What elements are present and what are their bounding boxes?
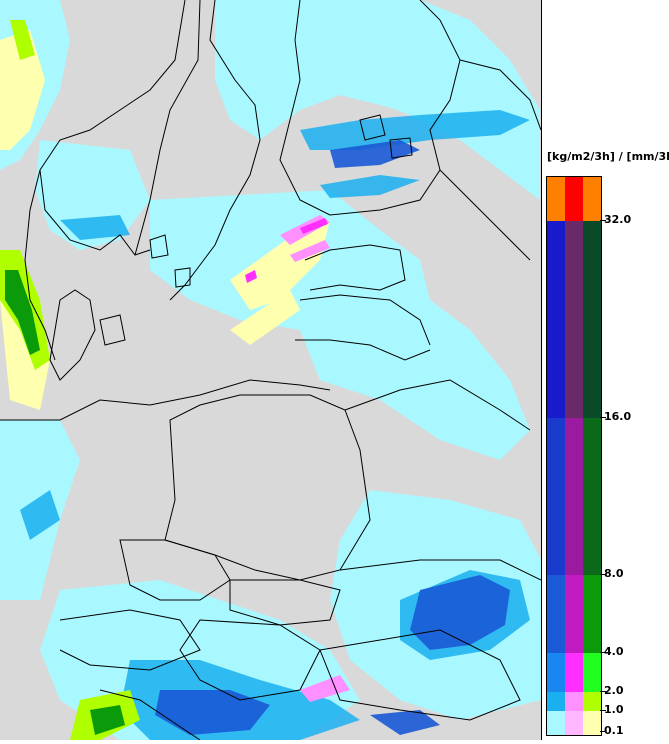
legend-tick-mark [600,710,606,711]
legend-band-0-col-2 [583,177,601,221]
country-borders [0,0,542,741]
legend-band-4-col-1 [565,653,583,692]
legend-tick-mark [600,417,606,418]
legend-band-0-col-1 [565,177,583,221]
legend-band-3-col-0 [547,575,565,653]
legend-band-2-col-2 [583,418,601,575]
legend-band-6-col-0 [547,711,565,735]
tick-label-4: 4.0 [604,645,624,658]
precipitation-map [0,0,542,741]
legend-band-5-col-1 [565,692,583,711]
legend-band-1-col-0 [547,221,565,418]
legend-band-2-col-1 [565,418,583,575]
legend-band-4-col-0 [547,653,565,692]
legend-tick-mark [600,731,606,732]
legend-band-3-col-1 [565,575,583,653]
legend-band-4-col-2 [583,653,601,692]
legend-band-5-col-0 [547,692,565,711]
legend-band-6-col-1 [565,711,583,735]
legend-unit-label: [kg/m2/3h] / [mm/3h] [547,150,669,163]
tick-label-32: 32.0 [604,213,632,226]
color-legend [546,176,602,736]
legend-tick-mark [600,691,606,692]
light-snow-areas [0,30,330,410]
legend-band-1-col-2 [583,221,601,418]
legend-band-5-col-2 [583,692,601,711]
legend-band-2-col-0 [547,418,565,575]
legend-tick-mark [600,220,606,221]
tick-label-16: 16.0 [604,410,632,423]
tick-label-0-1: 0.1 [604,724,624,737]
legend-band-6-col-2 [583,711,601,735]
legend-tick-mark [600,574,606,575]
tick-label-8: 8.0 [604,567,624,580]
lakes [149,114,413,288]
tick-label-2: 2.0 [604,684,624,697]
legend-band-1-col-1 [565,221,583,418]
map-canvas [0,0,542,741]
legend-tick-mark [600,652,606,653]
mixed-precip-areas [0,20,140,740]
legend-band-0-col-0 [547,177,565,221]
tick-label-1: 1.0 [604,703,624,716]
legend-band-3-col-2 [583,575,601,653]
